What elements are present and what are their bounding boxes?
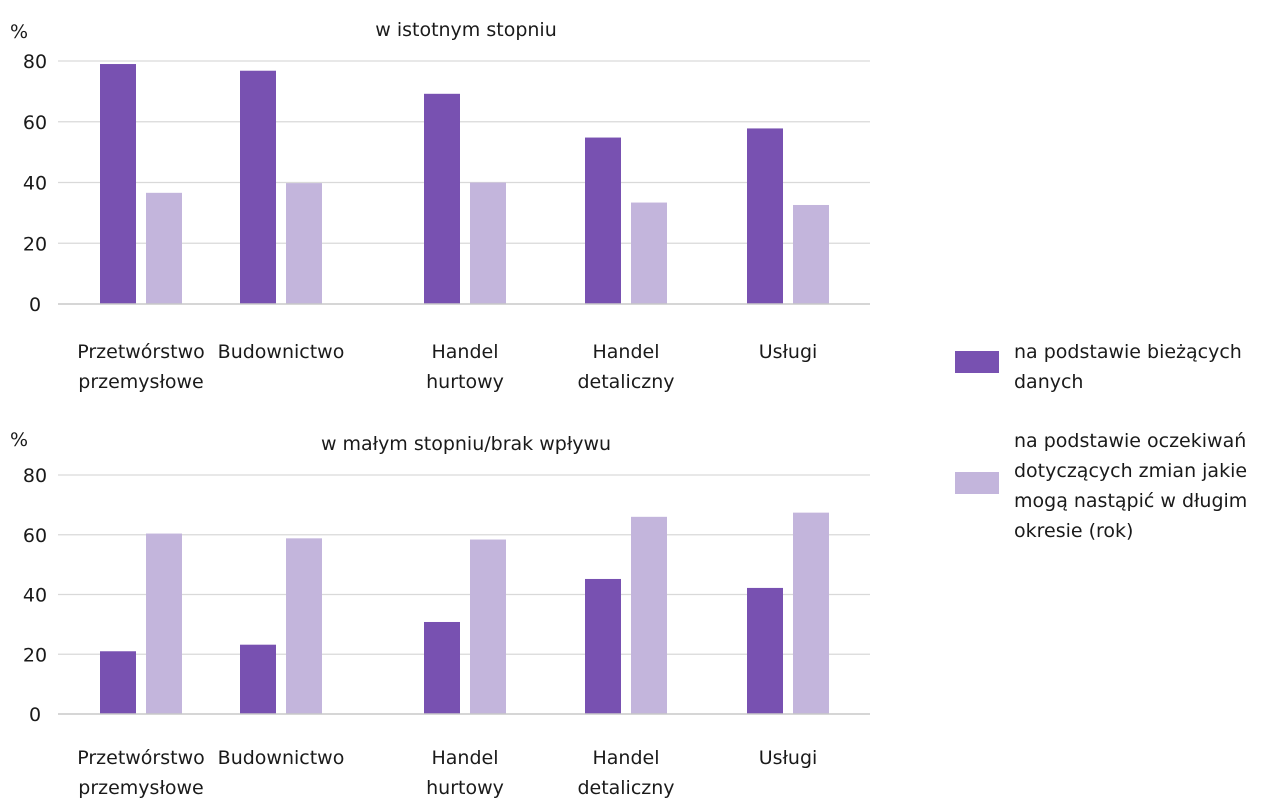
x-tick-label: Usługi — [759, 747, 818, 769]
bar-expected — [470, 182, 506, 304]
x-tick-label: Usługi — [759, 341, 818, 363]
legend-label-current: na podstawie bieżących danych — [1014, 341, 1242, 393]
x-tick-label-line: przemysłowe — [78, 777, 203, 799]
x-tick-label-line: Handel — [431, 747, 498, 769]
x-tick-label-line: Handel — [431, 341, 498, 363]
bar-expected — [146, 192, 182, 304]
bar-current — [100, 651, 136, 714]
x-tick-label-line: hurtowy — [426, 777, 504, 799]
y-axis-label: % — [10, 21, 28, 43]
x-tick-label: Handel detaliczny — [577, 341, 674, 393]
x-tick-label-line: Przetwórstwo — [77, 747, 205, 769]
bar-current — [747, 587, 783, 714]
bar-current — [100, 64, 136, 304]
bar-current — [585, 578, 621, 714]
x-tick-label-line: detaliczny — [577, 777, 674, 799]
y-tick-label: 20 — [23, 233, 47, 255]
chart-title: w istotnym stopniu — [375, 19, 557, 41]
x-tick-label-line: Budownictwo — [218, 747, 345, 769]
y-tick-label: 80 — [23, 51, 47, 73]
bar-current — [585, 137, 621, 304]
x-tick-label-line: detaliczny — [577, 371, 674, 393]
chart-title: w małym stopniu/brak wpływu — [321, 433, 611, 455]
y-tick-label: 0 — [29, 704, 41, 726]
bar-expected — [146, 533, 182, 714]
y-tick-label: 60 — [23, 525, 47, 547]
y-tick-label: 60 — [23, 112, 47, 134]
y-axis-label: % — [10, 429, 28, 451]
bar-expected — [793, 204, 829, 304]
legend-swatch-expected — [955, 472, 999, 494]
bar-current — [424, 621, 460, 714]
x-tick-label-line: hurtowy — [426, 371, 504, 393]
x-tick-label-line: Handel — [592, 341, 659, 363]
x-tick-label-line: Handel — [592, 747, 659, 769]
legend-label-expected: na podstawie oczekiwań dotyczących zmian… — [1014, 430, 1248, 542]
x-tick-label: Budownictwo — [218, 341, 345, 363]
x-tick-label-line: Usługi — [759, 747, 818, 769]
chart-panel-small-or-none: w małym stopniu/brak wpływu% 0 20 40 60 80 Prz… — [10, 429, 870, 799]
x-tick-label: Przetwórstwo przemysłowe — [77, 341, 205, 393]
bar-expected — [631, 202, 667, 304]
x-tick-label: Budownictwo — [218, 747, 345, 769]
chart-panel-significant: w istotnym stopniu% 0 20 40 60 80 Przetwórstwo… — [10, 19, 870, 393]
bar-expected — [286, 538, 322, 714]
bar-current — [747, 128, 783, 304]
x-tick-label: Handel detaliczny — [577, 747, 674, 799]
x-tick-label-line: Usługi — [759, 341, 818, 363]
bar-current — [240, 70, 276, 304]
bar-expected — [286, 183, 322, 304]
y-tick-label: 40 — [23, 585, 47, 607]
y-tick-label: 20 — [23, 644, 47, 666]
x-tick-label: Przetwórstwo przemysłowe — [77, 747, 205, 799]
y-tick-label: 40 — [23, 173, 47, 195]
legend-swatch-current — [955, 351, 999, 373]
bar-expected — [631, 516, 667, 714]
x-tick-label: Handel hurtowy — [426, 747, 504, 799]
y-tick-label: 80 — [23, 465, 47, 487]
bar-expected — [470, 539, 506, 714]
bar-expected — [793, 512, 829, 714]
x-tick-label-line: Budownictwo — [218, 341, 345, 363]
x-tick-label-line: Przetwórstwo — [77, 341, 205, 363]
x-tick-label-line: przemysłowe — [78, 371, 203, 393]
y-tick-label: 0 — [29, 294, 41, 316]
x-tick-label: Handel hurtowy — [426, 341, 504, 393]
bar-current — [240, 644, 276, 714]
bar-current — [424, 93, 460, 305]
